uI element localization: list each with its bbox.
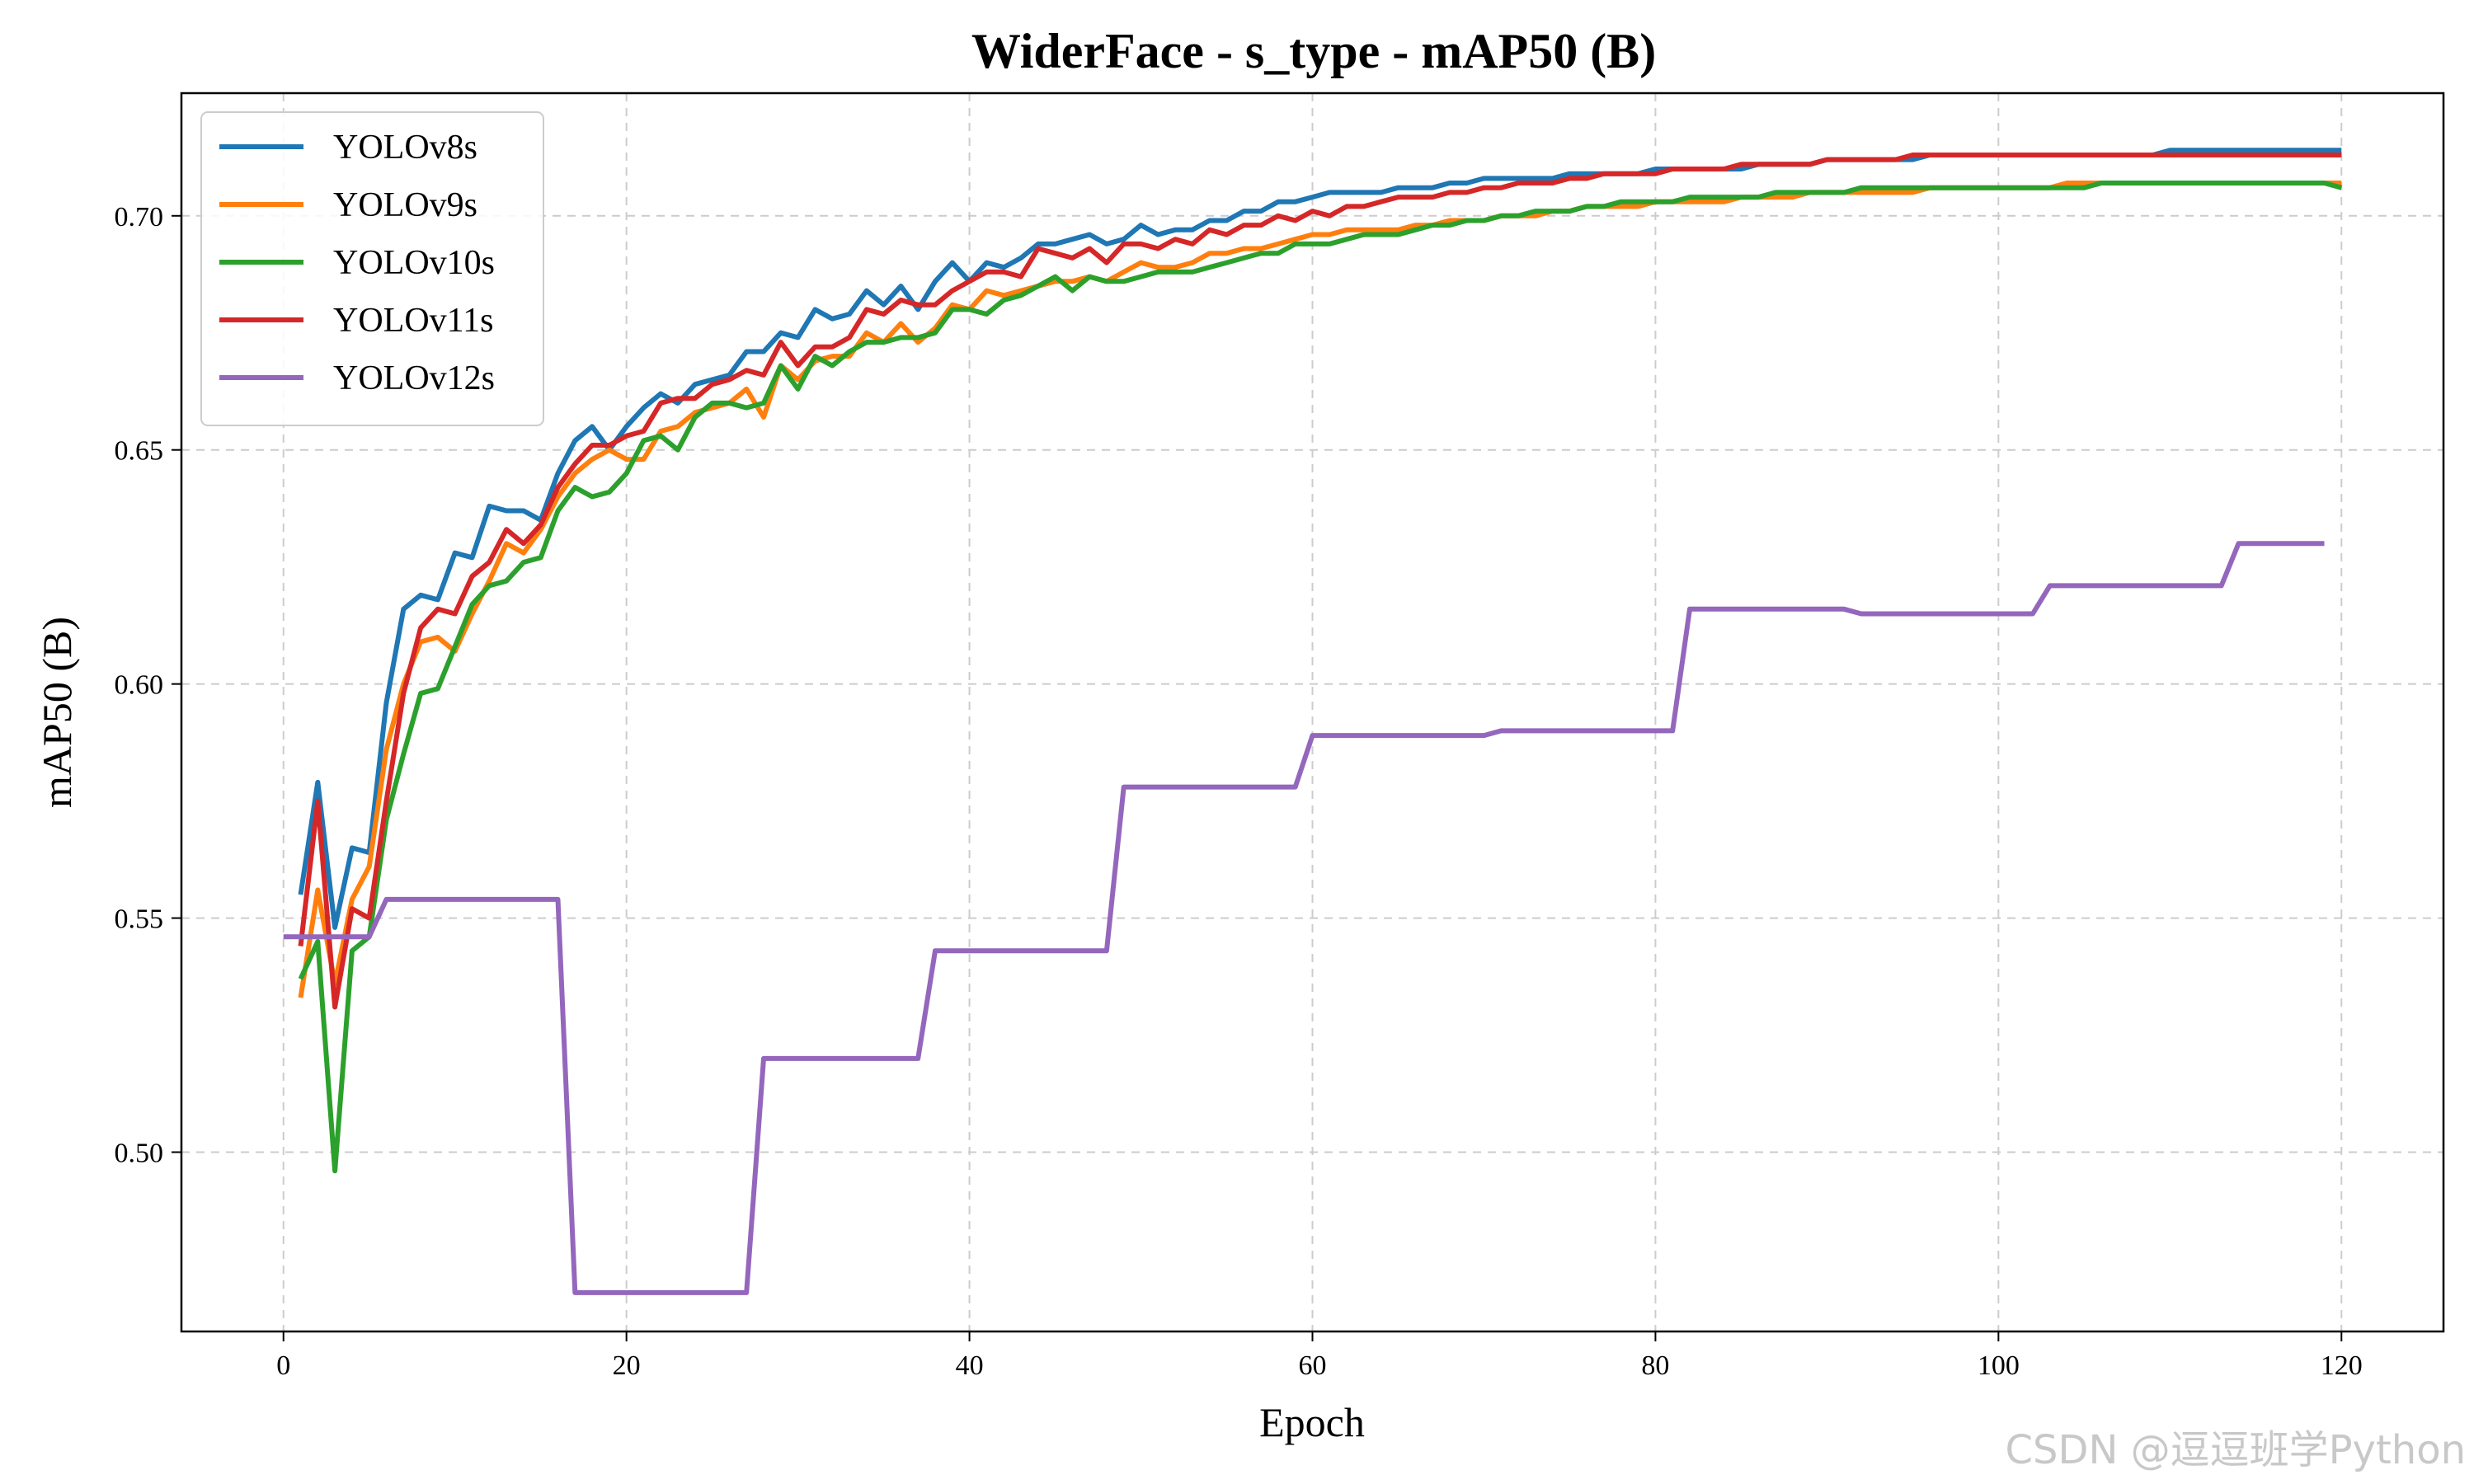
series-line-yolov10s [298,181,2343,1174]
y-tick-label: 0.50 [115,1139,164,1169]
legend-label-yolov12s: YOLOv12s [333,359,495,397]
legend: YOLOv8s YOLOv9s YOLOv10s YOLOv11s YOLOv12s [200,111,544,426]
series-line-yolov11s [298,153,2342,1010]
y-axis-ticks: 0.50 0.55 0.60 0.65 0.70 [115,202,181,1169]
x-axis-ticks: 0 20 40 60 80 100 120 [276,1331,2363,1381]
legend-label-yolov9s: YOLOv9s [333,186,477,224]
plot-series [283,148,2343,1295]
x-axis-label: Epoch [1259,1399,1365,1445]
x-tick-label: 80 [1641,1350,1669,1381]
legend-frame [200,111,544,426]
legend-label-yolov8s: YOLOv8s [333,129,477,167]
series-line-yolov8s [298,148,2342,930]
chart-title: WiderFace - s_type - mAP50 (B) [971,24,1656,78]
x-tick-label: 40 [956,1350,984,1381]
y-tick-label: 0.60 [115,670,164,701]
x-tick-label: 20 [613,1350,641,1381]
y-tick-label: 0.65 [115,436,164,467]
x-tick-label: 100 [1978,1350,2020,1381]
x-tick-label: 0 [276,1350,290,1381]
x-tick-label: 120 [2321,1350,2363,1381]
legend-label-yolov11s: YOLOv11s [333,302,493,340]
watermark: CSDN @逗逗班学Python [2006,1427,2467,1473]
series-line-yolov9s [298,181,2342,998]
legend-label-yolov10s: YOLOv10s [333,244,495,282]
y-axis-label: mAP50 (B) [34,617,80,808]
y-tick-label: 0.70 [115,202,164,232]
y-tick-label: 0.55 [115,904,164,935]
series-line-yolov12s [283,541,2325,1295]
x-tick-label: 60 [1299,1350,1327,1381]
